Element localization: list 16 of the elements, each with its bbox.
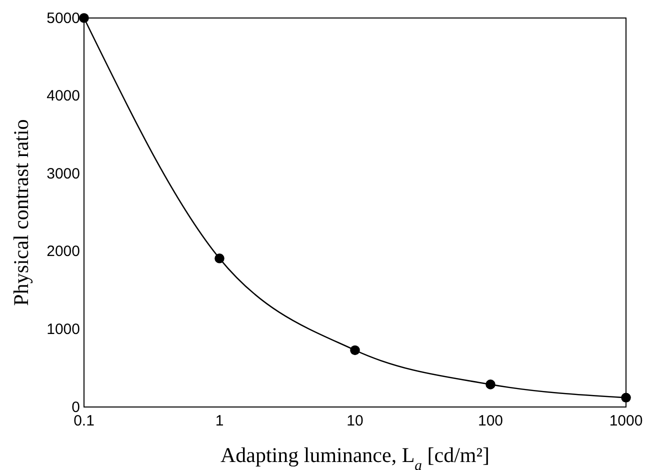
x-tick-label: 100 (478, 412, 504, 430)
y-tick-label: 4000 (46, 88, 80, 105)
y-tick-label: 2000 (46, 243, 80, 260)
y-tick-label: 1000 (46, 321, 80, 338)
point (214, 254, 224, 264)
x-tick-label: 1000 (609, 412, 643, 430)
x-tick-label: 10 (346, 412, 364, 430)
point (79, 13, 89, 23)
y-tick-label: 3000 (46, 165, 80, 182)
y-tick-label: 5000 (46, 10, 80, 27)
point (350, 345, 360, 356)
point (486, 380, 496, 390)
x-tick-label: 1 (215, 412, 224, 430)
x-axis-title: Adapting luminance, L$_{a}$ [cd/m²] (220, 443, 490, 470)
y-axis-title: Physical contrast ratio (9, 119, 33, 306)
point (621, 392, 631, 403)
